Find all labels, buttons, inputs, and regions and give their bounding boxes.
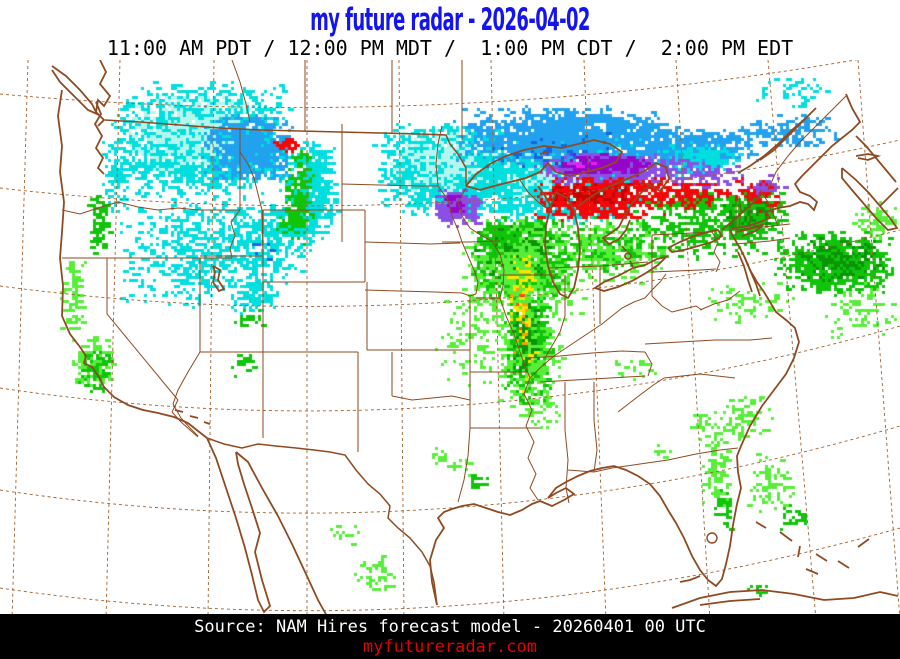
source-text: Source: NAM Hires forecast model - 20260… — [194, 617, 706, 637]
site-link[interactable]: myfutureradar.com — [363, 637, 537, 657]
footer-bar: Source: NAM Hires forecast model - 20260… — [0, 614, 900, 659]
header: my future radar - 2026-04-02 11:00 AM PD… — [0, 0, 900, 60]
radar-precip-canvas — [0, 60, 900, 620]
valid-times: 11:00 AM PDT / 12:00 PM MDT / 1:00 PM CD… — [106, 36, 794, 60]
radar-map — [0, 60, 900, 620]
page-title: my future radar - 2026-04-02 — [310, 2, 590, 38]
